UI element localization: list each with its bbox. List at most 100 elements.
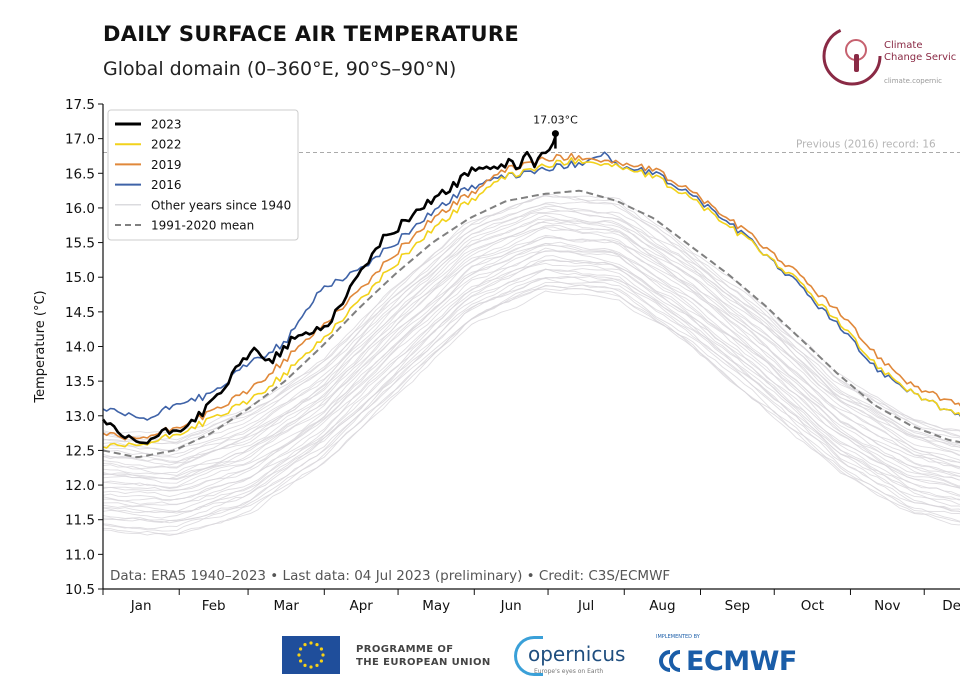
ecmwf-text: ECMWF (686, 646, 797, 677)
eu-star (303, 663, 307, 667)
eu-star (309, 641, 313, 645)
x-tick-label-jun: Jun (500, 598, 522, 614)
x-tick-label-oct: Oct (801, 598, 824, 614)
eu-programme-text: PROGRAMME OF THE EUROPEAN UNION (356, 643, 491, 669)
ecmwf-small-text: IMPLEMENTED BY (656, 634, 700, 640)
legend: 2023 2022 2019 2016 Other years since 1940 19… (107, 109, 299, 241)
other-year-line (102, 210, 960, 458)
eu-star (299, 659, 303, 663)
eu-star (299, 647, 303, 651)
eu-star (297, 653, 301, 657)
series-line-mean (102, 189, 960, 459)
eu-star (303, 643, 307, 647)
other-year-line (103, 268, 960, 514)
other-year-line (102, 207, 960, 452)
x-tick-label-apr: Apr (349, 598, 373, 614)
y-tick-label: 15.0 (65, 270, 95, 286)
eu-star (321, 653, 325, 657)
y-axis-label: Temperature (°C) (33, 290, 48, 403)
other-year-line (102, 203, 960, 445)
eu-star (319, 659, 323, 663)
other-year-line (102, 255, 960, 501)
peak-annotation: 17.03°C (533, 114, 578, 127)
copernicus-logo: opernicus Europe's eyes on Earth (514, 632, 634, 678)
c3s-line1: Climate (884, 40, 923, 51)
series-line-2019 (102, 152, 960, 441)
y-tick-label: 12.0 (65, 478, 95, 494)
y-tick-label: 10.5 (65, 582, 95, 598)
copernicus-arc-icon (514, 636, 543, 676)
x-tick-label-aug: Aug (649, 598, 675, 614)
chart-title: DAILY SURFACE AIR TEMPERATURE (103, 22, 519, 46)
legend-label-4: Other years since 1940 (151, 198, 291, 212)
y-tick-label: 11.0 (65, 547, 95, 563)
series-line-2022 (102, 157, 960, 449)
other-year-line (102, 221, 960, 469)
other-year-line (102, 244, 960, 489)
record-label: Previous (2016) record: 16 (796, 139, 936, 151)
eu-line2: THE EUROPEAN UNION (356, 657, 491, 668)
other-year-line (102, 195, 960, 435)
ecmwf-logo: IMPLEMENTED BY ECMWF (656, 634, 826, 680)
other-year-line (102, 227, 960, 476)
y-tick-label: 13.0 (65, 409, 95, 425)
legend-label-3: 2016 (151, 178, 182, 192)
legend-box (107, 109, 299, 241)
x-tick-label-sep: Sep (725, 598, 750, 614)
legend-label-0: 2023 (151, 118, 182, 132)
temperature-chart: Previous (2016) record: 16 10.5 11.0 11.5 1… (33, 97, 960, 614)
other-year-line (102, 278, 960, 522)
copernicus-text: opernicus (528, 642, 626, 666)
other-year-line (102, 247, 960, 492)
y-tick-label: 11.5 (65, 513, 95, 529)
ecmwf-icon (659, 650, 681, 672)
credit-text: Data: ERA5 1940–2023 • Last data: 04 Jul… (110, 568, 670, 584)
other-year-line (102, 236, 960, 480)
other-year-line (102, 194, 960, 441)
x-tick-label-may: May (422, 598, 450, 614)
copernicus-sub: Europe's eyes on Earth (534, 668, 604, 675)
eu-line1: PROGRAMME OF (356, 644, 454, 655)
other-year-line (102, 284, 960, 537)
other-year-line (102, 288, 960, 530)
other-year-line (102, 241, 960, 484)
x-tick-label-nov: Nov (874, 598, 900, 614)
x-tick-label-jul: Jul (577, 598, 594, 614)
y-tick-label: 16.0 (65, 201, 95, 217)
other-year-line (102, 276, 960, 514)
legend-label-2: 2019 (151, 158, 182, 172)
other-year-line (102, 235, 960, 480)
y-tick-label: 13.5 (65, 374, 95, 390)
eu-flag-icon (282, 636, 340, 674)
series-line-2023 (101, 136, 557, 445)
legend-label-5: 1991-2020 mean (151, 219, 254, 233)
legend-label-1: 2022 (151, 138, 182, 152)
other-year-line (102, 242, 960, 488)
c3s-url: climate.copernic (884, 77, 942, 85)
y-tick-label: 14.5 (65, 305, 95, 321)
y-tick-label: 17.5 (65, 97, 95, 113)
y-tick-label: 12.5 (65, 443, 95, 459)
c3s-logo-icon (822, 26, 882, 86)
other-year-line (102, 201, 960, 445)
x-tick-label-feb: Feb (202, 598, 226, 614)
c3s-line2: Change Servic (884, 52, 957, 63)
footer-logos: PROGRAMME OF THE EUROPEAN UNION opernicu… (0, 620, 960, 685)
other-year-line (102, 213, 960, 456)
y-tick-label: 14.0 (65, 340, 95, 356)
other-year-line (102, 218, 960, 463)
eu-star (309, 665, 313, 669)
other-year-line (102, 205, 960, 452)
other-year-line (102, 262, 960, 507)
eu-star (315, 643, 319, 647)
eu-star (315, 663, 319, 667)
other-year-line (102, 281, 960, 532)
c3s-logo: Climate Change Servic climate.copernic (818, 20, 960, 90)
c3s-logo-text: Climate Change Servic (884, 40, 956, 64)
x-tick-label-jan: Jan (130, 598, 152, 614)
x-tick-label-dec: Dec (942, 598, 960, 614)
y-tick-label: 16.5 (65, 166, 95, 182)
chart-subtitle: Global domain (0–360°E, 90°S–90°N) (103, 58, 457, 80)
other-year-line (102, 226, 960, 474)
y-tick-label: 17.0 (65, 132, 95, 148)
